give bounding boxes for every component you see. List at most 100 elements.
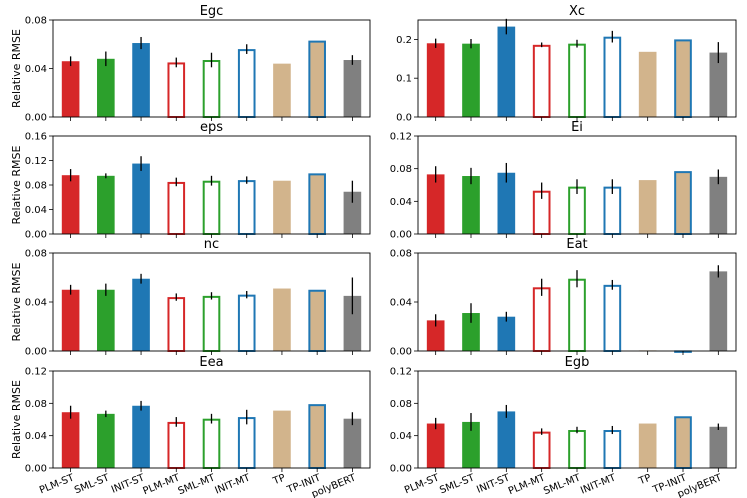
bar-sml-st <box>462 421 480 468</box>
panel-title: Eat <box>566 237 587 252</box>
bar-sml-st <box>462 43 480 117</box>
y-axis-label: Relative RMSE <box>10 29 23 108</box>
bar-polybert <box>343 60 362 117</box>
bar-plm-st <box>426 423 445 468</box>
y-tick-label: 0.00 <box>390 347 412 358</box>
bar-polybert <box>709 271 728 351</box>
panel-title: Egb <box>565 355 590 370</box>
y-tick-label: 0.08 <box>25 399 47 410</box>
bar-init-st <box>132 43 150 117</box>
bar-tp <box>273 63 291 117</box>
x-tick-label: SML-MT <box>177 472 218 497</box>
y-tick-label: 0.08 <box>25 181 47 192</box>
bar-plm-mt <box>167 297 186 353</box>
x-tick-label: PLM-MT <box>142 472 183 497</box>
bar-init-mt <box>603 36 622 118</box>
bar-polybert <box>343 295 362 351</box>
x-tick-label: INIT-MT <box>213 472 252 496</box>
bar-plm-st <box>426 174 445 234</box>
y-tick-label: 0.1 <box>396 74 412 85</box>
y-tick-label: 0.0 <box>396 113 412 124</box>
bar-plm-mt <box>167 62 186 118</box>
bar-init-mt <box>603 186 622 235</box>
bar-sml-mt <box>202 180 221 235</box>
axes-frame <box>417 370 737 469</box>
y-tick-label: 0.04 <box>390 197 412 208</box>
axes-frame <box>417 135 737 235</box>
bar-tp <box>273 180 291 234</box>
bar-tp <box>638 180 657 234</box>
bar-tp <box>638 423 657 468</box>
bar-init-st <box>497 172 516 234</box>
x-tick-label: PLM-ST <box>403 472 442 496</box>
x-tick-label: PLM-MT <box>507 472 548 497</box>
bar-sml-mt <box>568 278 586 353</box>
y-tick-label: 0.04 <box>390 298 412 309</box>
bar-sml-st <box>97 289 115 351</box>
bar-tp-init <box>674 416 692 469</box>
axes-frame <box>52 135 371 235</box>
y-tick-label: 0.00 <box>25 230 47 241</box>
bar-sml-mt <box>202 60 221 118</box>
bar-init-mt <box>603 284 622 353</box>
panel-title: Ei <box>571 120 583 135</box>
y-axis-label: Relative RMSE <box>10 380 23 459</box>
bar-tp-init <box>674 39 692 118</box>
x-tick-label: SML-ST <box>73 472 112 496</box>
axes-frame <box>52 19 371 118</box>
panel-title: Egc <box>200 4 224 19</box>
bar-sml-mt <box>202 418 221 470</box>
bar-sml-mt <box>568 186 586 235</box>
bar-plm-st <box>61 412 80 468</box>
y-tick-label: 0.00 <box>25 347 47 358</box>
y-tick-label: 0.00 <box>390 230 412 241</box>
bar-init-mt <box>237 294 256 352</box>
bar-plm-mt <box>532 287 551 352</box>
y-tick-label: 0.08 <box>390 164 412 175</box>
bar-plm-mt <box>167 181 186 235</box>
x-tick-label: SML-ST <box>438 472 477 496</box>
bar-init-st <box>132 278 150 351</box>
axes-frame <box>52 252 371 352</box>
y-axis-label: Relative RMSE <box>10 262 23 341</box>
axes-frame <box>417 19 737 118</box>
y-tick-label: 0.00 <box>25 464 47 475</box>
bar-init-mt <box>603 430 622 469</box>
bar-sml-mt <box>202 295 221 352</box>
panel-ei: Ei 0.00 0.04 0.08 0.12 <box>390 120 737 241</box>
bar-init-st <box>497 316 516 351</box>
x-tick-label: INIT-MT <box>579 472 618 496</box>
y-tick-label: 0.12 <box>25 156 47 167</box>
x-tick-label: SML-MT <box>542 472 583 497</box>
bar-tp <box>273 410 291 468</box>
bar-plm-mt <box>167 421 186 469</box>
bar-init-mt <box>237 49 256 118</box>
bar-tp-init <box>308 40 326 118</box>
panel-eat: Eat 0.00 0.04 0.08 <box>390 237 737 358</box>
bar-init-mt <box>237 180 256 236</box>
y-tick-label: 0.12 <box>390 367 412 378</box>
x-tick-label: TP <box>636 473 652 488</box>
panel-title: nc <box>204 237 219 252</box>
axes-frame <box>52 370 371 469</box>
bar-plm-mt <box>532 431 551 469</box>
bar-plm-st <box>61 61 80 117</box>
bar-tp-init <box>308 404 326 469</box>
bar-init-mt <box>237 417 256 470</box>
bar-tp <box>638 51 657 117</box>
bar-sml-st <box>462 313 480 351</box>
y-axis-label: Relative RMSE <box>10 145 23 224</box>
bar-sml-st <box>462 176 480 234</box>
bar-polybert <box>343 191 362 234</box>
bar-plm-mt <box>532 44 551 118</box>
bar-plm-st <box>426 43 445 117</box>
bar-tp-init <box>674 171 692 236</box>
y-tick-label: 0.08 <box>390 399 412 410</box>
y-tick-label: 0.16 <box>25 132 47 143</box>
